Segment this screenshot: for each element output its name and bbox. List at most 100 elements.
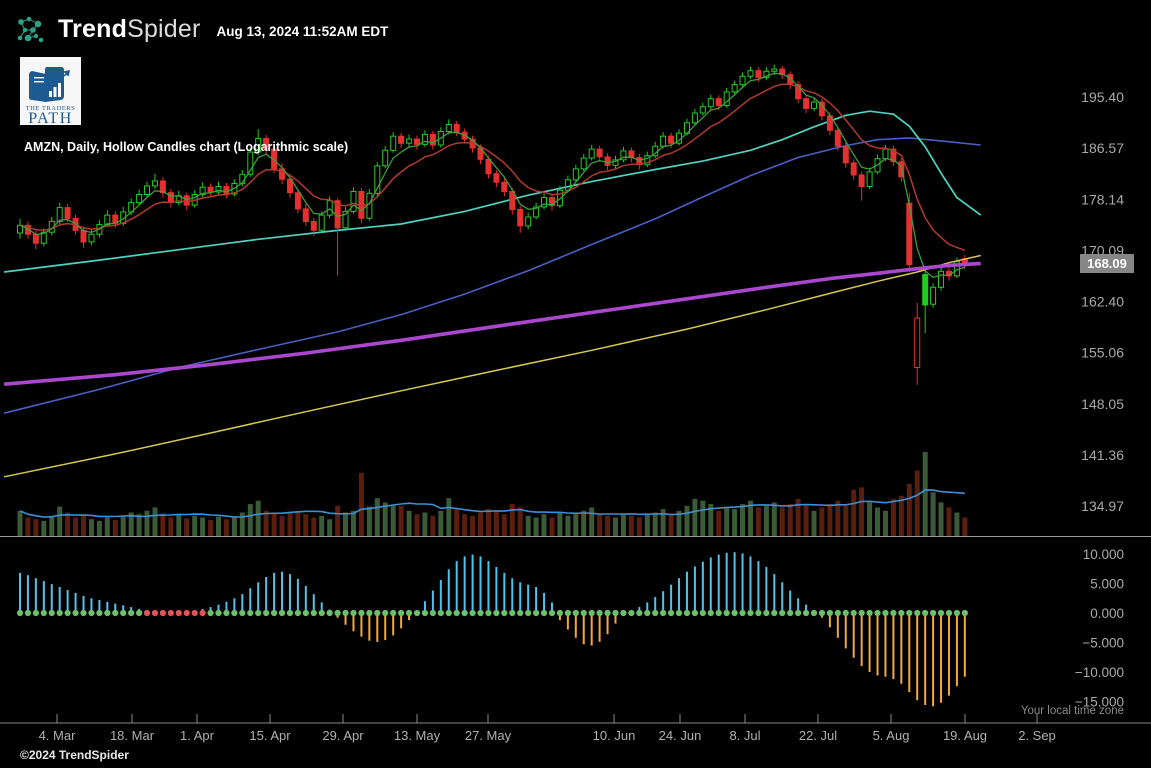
volume-bar	[128, 512, 134, 536]
candle-body	[326, 200, 333, 216]
histogram-dot	[795, 609, 802, 617]
histogram-dot	[890, 609, 897, 617]
candle-body	[668, 135, 675, 144]
candle-body	[279, 168, 285, 180]
volume-bar	[692, 499, 698, 536]
volume-bar	[811, 510, 817, 536]
candle-body	[350, 191, 357, 212]
candle-body	[834, 129, 841, 147]
volume-bar	[358, 473, 364, 536]
histogram-dot	[215, 609, 222, 617]
histogram-dot	[755, 609, 762, 617]
candle-body	[866, 171, 873, 187]
candle-body	[437, 131, 444, 146]
volume-bar	[938, 502, 944, 536]
candle-body	[501, 181, 508, 193]
histogram-dot	[263, 609, 270, 617]
timezone-note[interactable]: Your local time zone	[1020, 705, 1124, 717]
histogram-dot	[874, 609, 881, 617]
volume-bar	[883, 510, 888, 536]
histogram-dot	[112, 609, 119, 617]
volume-bar	[438, 510, 444, 536]
volume-bar	[724, 507, 730, 536]
volume-bar	[287, 512, 293, 536]
histogram-dot	[120, 609, 127, 617]
histogram-dot	[771, 609, 778, 617]
histogram-dot	[747, 609, 754, 617]
indicator-axis-label: 10.000	[1083, 547, 1124, 562]
histogram-dot	[40, 609, 47, 617]
app-header: TrendSpider Aug 13, 2024 11:52AM EDT	[14, 14, 388, 44]
histogram-dot	[405, 609, 413, 617]
volume-bar	[771, 502, 777, 536]
price-axis-label: 186.57	[1081, 140, 1124, 156]
candle-body	[731, 84, 738, 93]
histogram-dot	[691, 609, 699, 617]
histogram-dot	[802, 609, 810, 617]
candle-body	[24, 224, 31, 235]
histogram-dot	[842, 609, 849, 617]
indicator-axis[interactable]: 10.000 5.000 0.000 −5.000 −10.000 −15.000	[1075, 547, 1124, 710]
volume-bar	[89, 519, 94, 536]
histogram-dot	[128, 609, 135, 617]
volume-bar	[454, 509, 460, 536]
histogram-dot	[429, 609, 436, 617]
volume-bar	[247, 504, 253, 536]
price-axis[interactable]: 195.40186.57178.14170.09162.40155.06148.…	[1081, 89, 1124, 514]
candle-body	[429, 133, 436, 146]
volume-bar	[668, 514, 674, 536]
histogram-dot	[286, 609, 294, 617]
time-axis-label: 1. Apr	[180, 728, 215, 743]
volume-bar	[255, 500, 261, 536]
histogram-dot	[453, 609, 460, 617]
volume-bar	[930, 492, 936, 536]
volume-bar	[65, 512, 71, 536]
histogram-dot	[810, 609, 818, 617]
volume-bar	[335, 505, 341, 536]
time-axis[interactable]: 4. Mar 18. Mar 1. Apr 15. Apr 29. Apr 13. May…	[0, 714, 1151, 743]
volume-bar	[533, 517, 539, 536]
candle-body	[604, 156, 611, 166]
volume-bar	[867, 502, 873, 536]
volume-bar	[470, 515, 476, 536]
histogram-dot	[937, 609, 945, 617]
candle-body	[938, 270, 944, 288]
histogram-dot	[866, 609, 873, 617]
volume-bar	[271, 514, 277, 536]
volume-bar	[406, 510, 412, 536]
candle-body	[382, 149, 389, 167]
histogram-dot	[374, 609, 381, 617]
histogram-dot	[437, 609, 444, 617]
volume-bar	[946, 507, 952, 536]
candle-body	[747, 70, 754, 77]
histogram-dot	[413, 609, 421, 617]
volume-bar	[851, 489, 857, 536]
volume-bar	[398, 505, 404, 536]
chart-datetime: Aug 13, 2024 11:52AM EDT	[216, 23, 389, 39]
histogram-dot	[850, 609, 857, 617]
candle-body	[374, 165, 381, 194]
candle-body	[247, 151, 254, 175]
chart-title: AMZN, Daily, Hollow Candles chart (Logar…	[24, 140, 349, 154]
candle-body	[421, 133, 428, 145]
time-axis-label: 24. Jun	[659, 728, 702, 743]
time-axis-label: 13. May	[394, 728, 441, 743]
histogram-dot	[398, 609, 405, 617]
volume-bar	[954, 512, 960, 536]
candle-body	[525, 216, 532, 227]
volume-bar	[517, 507, 523, 536]
volume-bar	[41, 520, 47, 536]
price-axis-label: 178.14	[1081, 191, 1124, 207]
volume-bar	[25, 517, 31, 536]
candle-body	[874, 158, 881, 173]
candle-body	[596, 148, 603, 158]
volume-bar	[493, 510, 499, 536]
volume-bar	[81, 514, 86, 536]
price-axis-label: 195.40	[1081, 89, 1124, 105]
candle-body	[104, 214, 111, 226]
candle-body	[207, 186, 214, 193]
candle-body	[882, 148, 889, 160]
time-axis-label: 10. Jun	[593, 728, 636, 743]
candle-body	[183, 195, 190, 206]
